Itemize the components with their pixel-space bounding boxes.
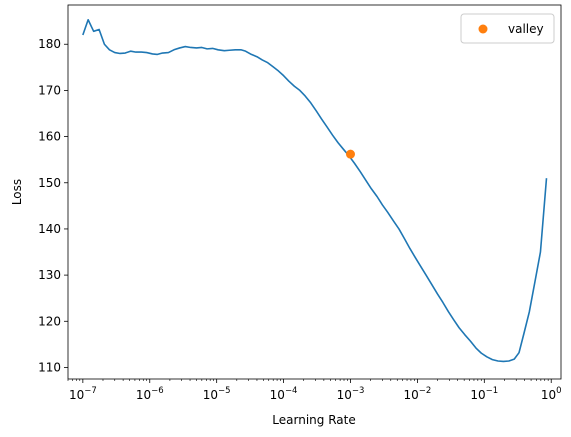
x-tick-label: 10−3	[337, 386, 365, 402]
x-tick-base: 10	[470, 388, 485, 402]
x-tick-exponent: −7	[84, 386, 97, 396]
x-tick-exponent: −2	[419, 386, 432, 396]
x-tick-base: 10	[136, 388, 151, 402]
valley-marker-point	[345, 149, 355, 159]
y-tick-label: 180	[38, 37, 61, 51]
x-tick-base: 10	[270, 388, 285, 402]
y-tick-label: 160	[38, 130, 61, 144]
legend: valley	[460, 13, 555, 44]
plot-frame	[67, 4, 562, 380]
x-tick-label: 10−4	[270, 386, 298, 402]
y-tick-label: 150	[38, 176, 61, 190]
y-axis-ticks: 110 120 130 140 150 160 170 180	[38, 37, 68, 374]
legend-box	[460, 13, 555, 44]
x-tick-base: 10	[541, 388, 556, 402]
x-tick-exponent: −4	[285, 386, 298, 396]
x-tick-exponent: −6	[151, 386, 164, 396]
y-tick-label: 120	[38, 314, 61, 328]
legend-label-valley: valley	[508, 22, 544, 36]
x-axis-label: Learning Rate	[272, 413, 355, 427]
x-axis-ticks: 10−7 10−6 10−5 10−4 10−3 10−2 10−1 100	[67, 379, 562, 402]
x-tick-label: 10−1	[470, 386, 498, 402]
x-tick-label: 10−5	[203, 386, 231, 402]
x-tick-label: 10−6	[136, 386, 164, 402]
y-tick-label: 110	[38, 360, 61, 374]
x-tick-label: 10−2	[403, 386, 431, 402]
x-tick-exponent: 0	[556, 386, 561, 396]
x-tick-label: 10−7	[69, 386, 97, 402]
y-tick-label: 140	[38, 222, 61, 236]
y-axis-label: Loss	[10, 179, 24, 205]
x-tick-base: 10	[337, 388, 352, 402]
loss-curve-line	[82, 18, 548, 363]
y-tick-label: 170	[38, 83, 61, 97]
x-tick-base: 10	[403, 388, 418, 402]
x-tick-label: 100	[541, 386, 562, 402]
x-tick-exponent: −3	[352, 386, 365, 396]
x-tick-exponent: −1	[486, 386, 499, 396]
x-tick-exponent: −5	[218, 386, 231, 396]
plot-area	[82, 18, 548, 363]
y-tick-label: 130	[38, 268, 61, 282]
legend-marker-valley	[478, 24, 488, 34]
x-tick-base: 10	[69, 388, 84, 402]
x-tick-base: 10	[203, 388, 218, 402]
